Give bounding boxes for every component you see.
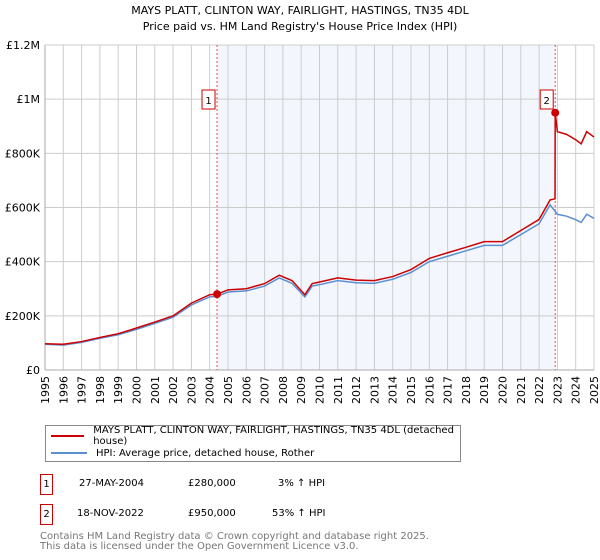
x-tick-label: 2025 <box>588 376 600 404</box>
marker-badge: 1 <box>40 474 53 495</box>
x-tick-label: 2012 <box>350 376 363 404</box>
x-tick-label: 2022 <box>533 376 546 404</box>
x-tick-label: 1997 <box>76 376 89 404</box>
transaction-price: £950,000 <box>188 508 236 519</box>
hpi-line <box>44 203 595 346</box>
footer-line: Contains HM Land Registry data © Crown c… <box>40 531 429 542</box>
x-tick-label: 2007 <box>259 376 272 404</box>
x-tick-label: 2008 <box>277 376 290 404</box>
sale-point <box>213 290 222 299</box>
x-tick-label: 2024 <box>570 376 583 404</box>
x-tick-label: 2019 <box>478 376 491 404</box>
legend-item-hpi: HPI: Average price, detached house, Roth… <box>46 446 314 460</box>
x-tick-label: 2006 <box>240 376 253 404</box>
x-tick-label: 2014 <box>387 376 400 404</box>
red-line-swatch <box>51 435 85 437</box>
y-tick-label: £800K <box>5 147 41 160</box>
x-tick-label: 2002 <box>167 376 180 404</box>
x-tick-label: 2011 <box>332 376 345 404</box>
x-tick-label: 2004 <box>204 376 217 404</box>
transaction-row: 2 18-NOV-2022 £950,000 53% ↑ HPI <box>40 504 440 525</box>
transaction-row: 1 27-MAY-2004 £280,000 3% ↑ HPI <box>40 474 440 495</box>
x-tick-label: 2020 <box>497 376 510 404</box>
y-tick-label: £1.2M <box>6 39 40 52</box>
x-tick-label: 2010 <box>314 376 327 404</box>
x-tick-label: 2009 <box>295 376 308 404</box>
sale-label-box <box>539 89 554 110</box>
y-tick-label: £1M <box>17 93 41 106</box>
price-chart: MAYS PLATT, CLINTON WAY, FAIRLIGHT, HAST… <box>5 4 600 404</box>
transaction-price: £280,000 <box>188 478 236 489</box>
x-tick-label: 2001 <box>149 376 162 404</box>
legend-item-property: MAYS PLATT, CLINTON WAY, FAIRLIGHT, HAST… <box>46 425 460 447</box>
transaction-hpi: 3% ↑ HPI <box>278 478 326 489</box>
chart-subtitle: Price paid vs. HM Land Registry's House … <box>143 20 458 33</box>
x-tick-label: 2017 <box>442 376 455 404</box>
transaction-hpi: 53% ↑ HPI <box>272 508 326 519</box>
x-tick-label: 2013 <box>368 376 381 404</box>
x-tick-label: 2005 <box>222 376 235 404</box>
legend: MAYS PLATT, CLINTON WAY, FAIRLIGHT, HAST… <box>45 425 461 462</box>
transaction-date: 27-MAY-2004 <box>79 478 145 489</box>
x-tick-label: 2023 <box>551 376 564 404</box>
sale-point <box>551 108 560 117</box>
marker-badge: 2 <box>40 504 53 525</box>
legend-label: HPI: Average price, detached house, Roth… <box>96 447 315 459</box>
blue-line-swatch <box>51 452 87 454</box>
x-tick-label: 1999 <box>112 376 125 404</box>
x-tick-label: 2003 <box>185 376 198 404</box>
x-tick-label: 1998 <box>94 376 107 404</box>
property-price-line <box>44 112 595 346</box>
sale-label-box <box>201 89 216 110</box>
sale-label: 1 <box>205 96 211 107</box>
x-tick-label: 2015 <box>405 376 418 404</box>
y-tick-label: £400K <box>5 256 41 269</box>
x-tick-label: 2018 <box>460 376 473 404</box>
x-tick-label: 2021 <box>515 376 528 404</box>
footer: Contains HM Land Registry data © Crown c… <box>40 532 429 552</box>
transaction-date: 18-NOV-2022 <box>77 508 144 519</box>
footer-line: This data is licensed under the Open Gov… <box>40 541 359 552</box>
x-tick-label: 1996 <box>57 376 70 404</box>
legend-label: MAYS PLATT, CLINTON WAY, FAIRLIGHT, HAST… <box>93 425 454 447</box>
y-tick-label: £200K <box>5 310 41 323</box>
y-tick-label: £600K <box>5 202 41 215</box>
y-tick-label: £0 <box>26 364 40 377</box>
x-tick-label: 2000 <box>131 376 144 404</box>
sale-label: 2 <box>544 96 550 107</box>
chart-title: MAYS PLATT, CLINTON WAY, FAIRLIGHT, HAST… <box>131 4 469 17</box>
x-tick-label: 1995 <box>39 376 52 404</box>
x-tick-label: 2016 <box>423 376 436 404</box>
